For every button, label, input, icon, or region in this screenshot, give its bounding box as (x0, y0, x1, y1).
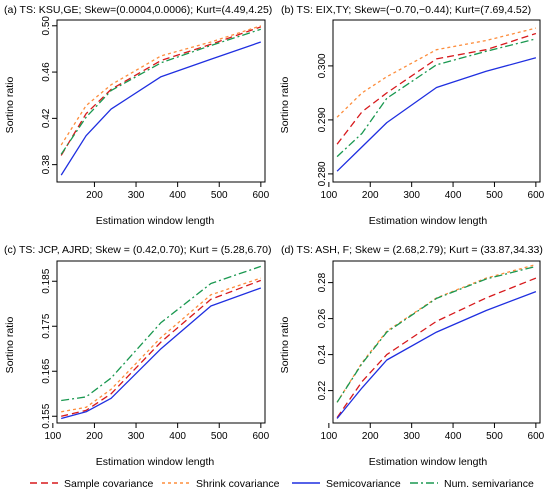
panel-d-y-tick-label: 0.28 (317, 272, 328, 292)
legend-label-semicovariance: Semicovariance (326, 478, 401, 490)
panel-a-series-num-semivariance (60, 28, 262, 155)
panel-b: (b) TS: EIX,TY; Skew=(−0.70,−0.44); Kurt… (279, 4, 545, 227)
panel-c-x-tick-label: 200 (86, 431, 103, 442)
panel-c-ylabel: Sortino ratio (4, 317, 16, 374)
panel-a-series-shrink-covariance (60, 25, 262, 146)
legend-entry-semicovariance: Semicovariance (292, 478, 401, 490)
panel-c-x-tick-label: 600 (252, 431, 269, 442)
legend-label-num-semivariance: Num. semivariance (444, 478, 534, 490)
panel-c-y-tick-label: 0.165 (41, 358, 52, 383)
legend-entry-num-semivariance: Num. semivariance (410, 478, 534, 490)
panel-a-xlabel: Estimation window length (96, 215, 215, 227)
panel-c-x-tick-label: 400 (169, 431, 186, 442)
panel-b-y-tick-label: 0.300 (317, 53, 328, 78)
panel-d-x-tick-label: 400 (445, 431, 462, 442)
panel-b-ylabel: Sortino ratio (279, 77, 291, 134)
panel-c-title: (c) TS: JCP, AJRD; Skew = (0.42,0.70); K… (4, 244, 271, 256)
panel-c-xlabel: Estimation window length (96, 456, 215, 468)
panel-d-series-semicovariance (336, 290, 537, 419)
panel-d-series-sample-covariance (336, 277, 537, 418)
panel-a-series-sample-covariance (60, 26, 262, 156)
panel-a-x-tick-label: 600 (252, 190, 269, 201)
panel-b-x-tick-label: 400 (445, 190, 462, 201)
panel-a-plot-frame (56, 19, 266, 183)
panel-c-series-num-semivariance (61, 265, 262, 402)
panel-c-y-tick-label: 0.155 (41, 403, 52, 428)
panel-b-x-tick-label: 600 (528, 190, 545, 201)
legend-label-sample-covariance: Sample covariance (64, 478, 153, 490)
panel-c-plot-frame (56, 260, 266, 424)
panel-d-x-tick-label: 300 (403, 431, 420, 442)
panel-d-x-tick-label: 600 (528, 431, 545, 442)
panel-a-x-tick-label: 400 (169, 190, 186, 201)
legend: Sample covariance Shrink covariance Semi… (30, 478, 534, 490)
panel-d-y-tick-label: 0.26 (317, 308, 328, 328)
legend-label-shrink-covariance: Shrink covariance (196, 478, 280, 490)
panel-a-title: (a) TS: KSU,GE; Skew=(0.0004,0.0006); Ku… (4, 4, 272, 16)
panel-a-ylabel: Sortino ratio (4, 77, 16, 134)
panel-d-x-tick-label: 100 (321, 431, 338, 442)
panel-c-y-tick-label: 0.185 (41, 268, 52, 293)
panel-a: (a) TS: KSU,GE; Skew=(0.0004,0.0006); Ku… (4, 4, 272, 227)
panel-a-x-tick-label: 200 (86, 190, 103, 201)
panel-b-series-num-semivariance (336, 38, 537, 158)
panel-c-x-tick-label: 500 (211, 431, 228, 442)
panel-d-ylabel: Sortino ratio (279, 317, 291, 374)
legend-entry-sample-covariance: Sample covariance (30, 478, 153, 490)
panel-d-series-num-semivariance (336, 265, 537, 403)
panel-b-y-tick-label: 0.290 (317, 107, 328, 132)
panel-c-series-shrink-covariance (61, 277, 262, 413)
panel-a-y-tick-label: 0.50 (41, 16, 52, 36)
panel-b-plot-frame (332, 19, 541, 183)
panel-b-series-shrink-covariance (336, 27, 537, 118)
panel-a-y-tick-label: 0.46 (41, 62, 52, 82)
panel-b-xlabel: Estimation window length (369, 215, 488, 227)
panel-c-x-tick-label: 300 (128, 431, 145, 442)
panel-d-y-tick-label: 0.24 (317, 344, 328, 364)
panel-b-x-tick-label: 500 (486, 190, 503, 201)
panel-c-series-sample-covariance (61, 279, 262, 417)
panel-b-x-tick-label: 200 (362, 190, 379, 201)
panel-d-x-tick-label: 200 (362, 431, 379, 442)
panel-b-series-sample-covariance (336, 32, 537, 145)
panel-d-x-tick-label: 500 (486, 431, 503, 442)
panel-d-plot-frame (332, 260, 541, 424)
panel-c-series-semicovariance (61, 287, 262, 420)
panel-b-x-tick-label: 300 (403, 190, 420, 201)
panel-b-y-tick-label: 0.280 (317, 161, 328, 186)
panel-c-x-tick-label: 100 (44, 431, 61, 442)
panel-d-xlabel: Estimation window length (369, 456, 488, 468)
panel-a-x-tick-label: 300 (128, 190, 145, 201)
panel-c-y-tick-label: 0.175 (41, 313, 52, 338)
panel-a-x-tick-label: 500 (211, 190, 228, 201)
panel-a-y-tick-label: 0.38 (41, 154, 52, 174)
panel-d-title: (d) TS: ASH, F; Skew = (2.68,2.79); Kurt… (281, 244, 543, 256)
panel-b-x-tick-label: 100 (321, 190, 338, 201)
panel-d-y-tick-label: 0.22 (317, 380, 328, 400)
panel-a-series-semicovariance (60, 41, 262, 176)
legend-entry-shrink-covariance: Shrink covariance (162, 478, 280, 490)
panel-c: (c) TS: JCP, AJRD; Skew = (0.42,0.70); K… (4, 244, 271, 468)
panel-a-y-tick-label: 0.42 (41, 108, 52, 128)
panel-b-title: (b) TS: EIX,TY; Skew=(−0.70,−0.44); Kurt… (281, 4, 531, 16)
panel-d: (d) TS: ASH, F; Skew = (2.68,2.79); Kurt… (279, 244, 545, 468)
panel-b-series-semicovariance (336, 57, 537, 172)
